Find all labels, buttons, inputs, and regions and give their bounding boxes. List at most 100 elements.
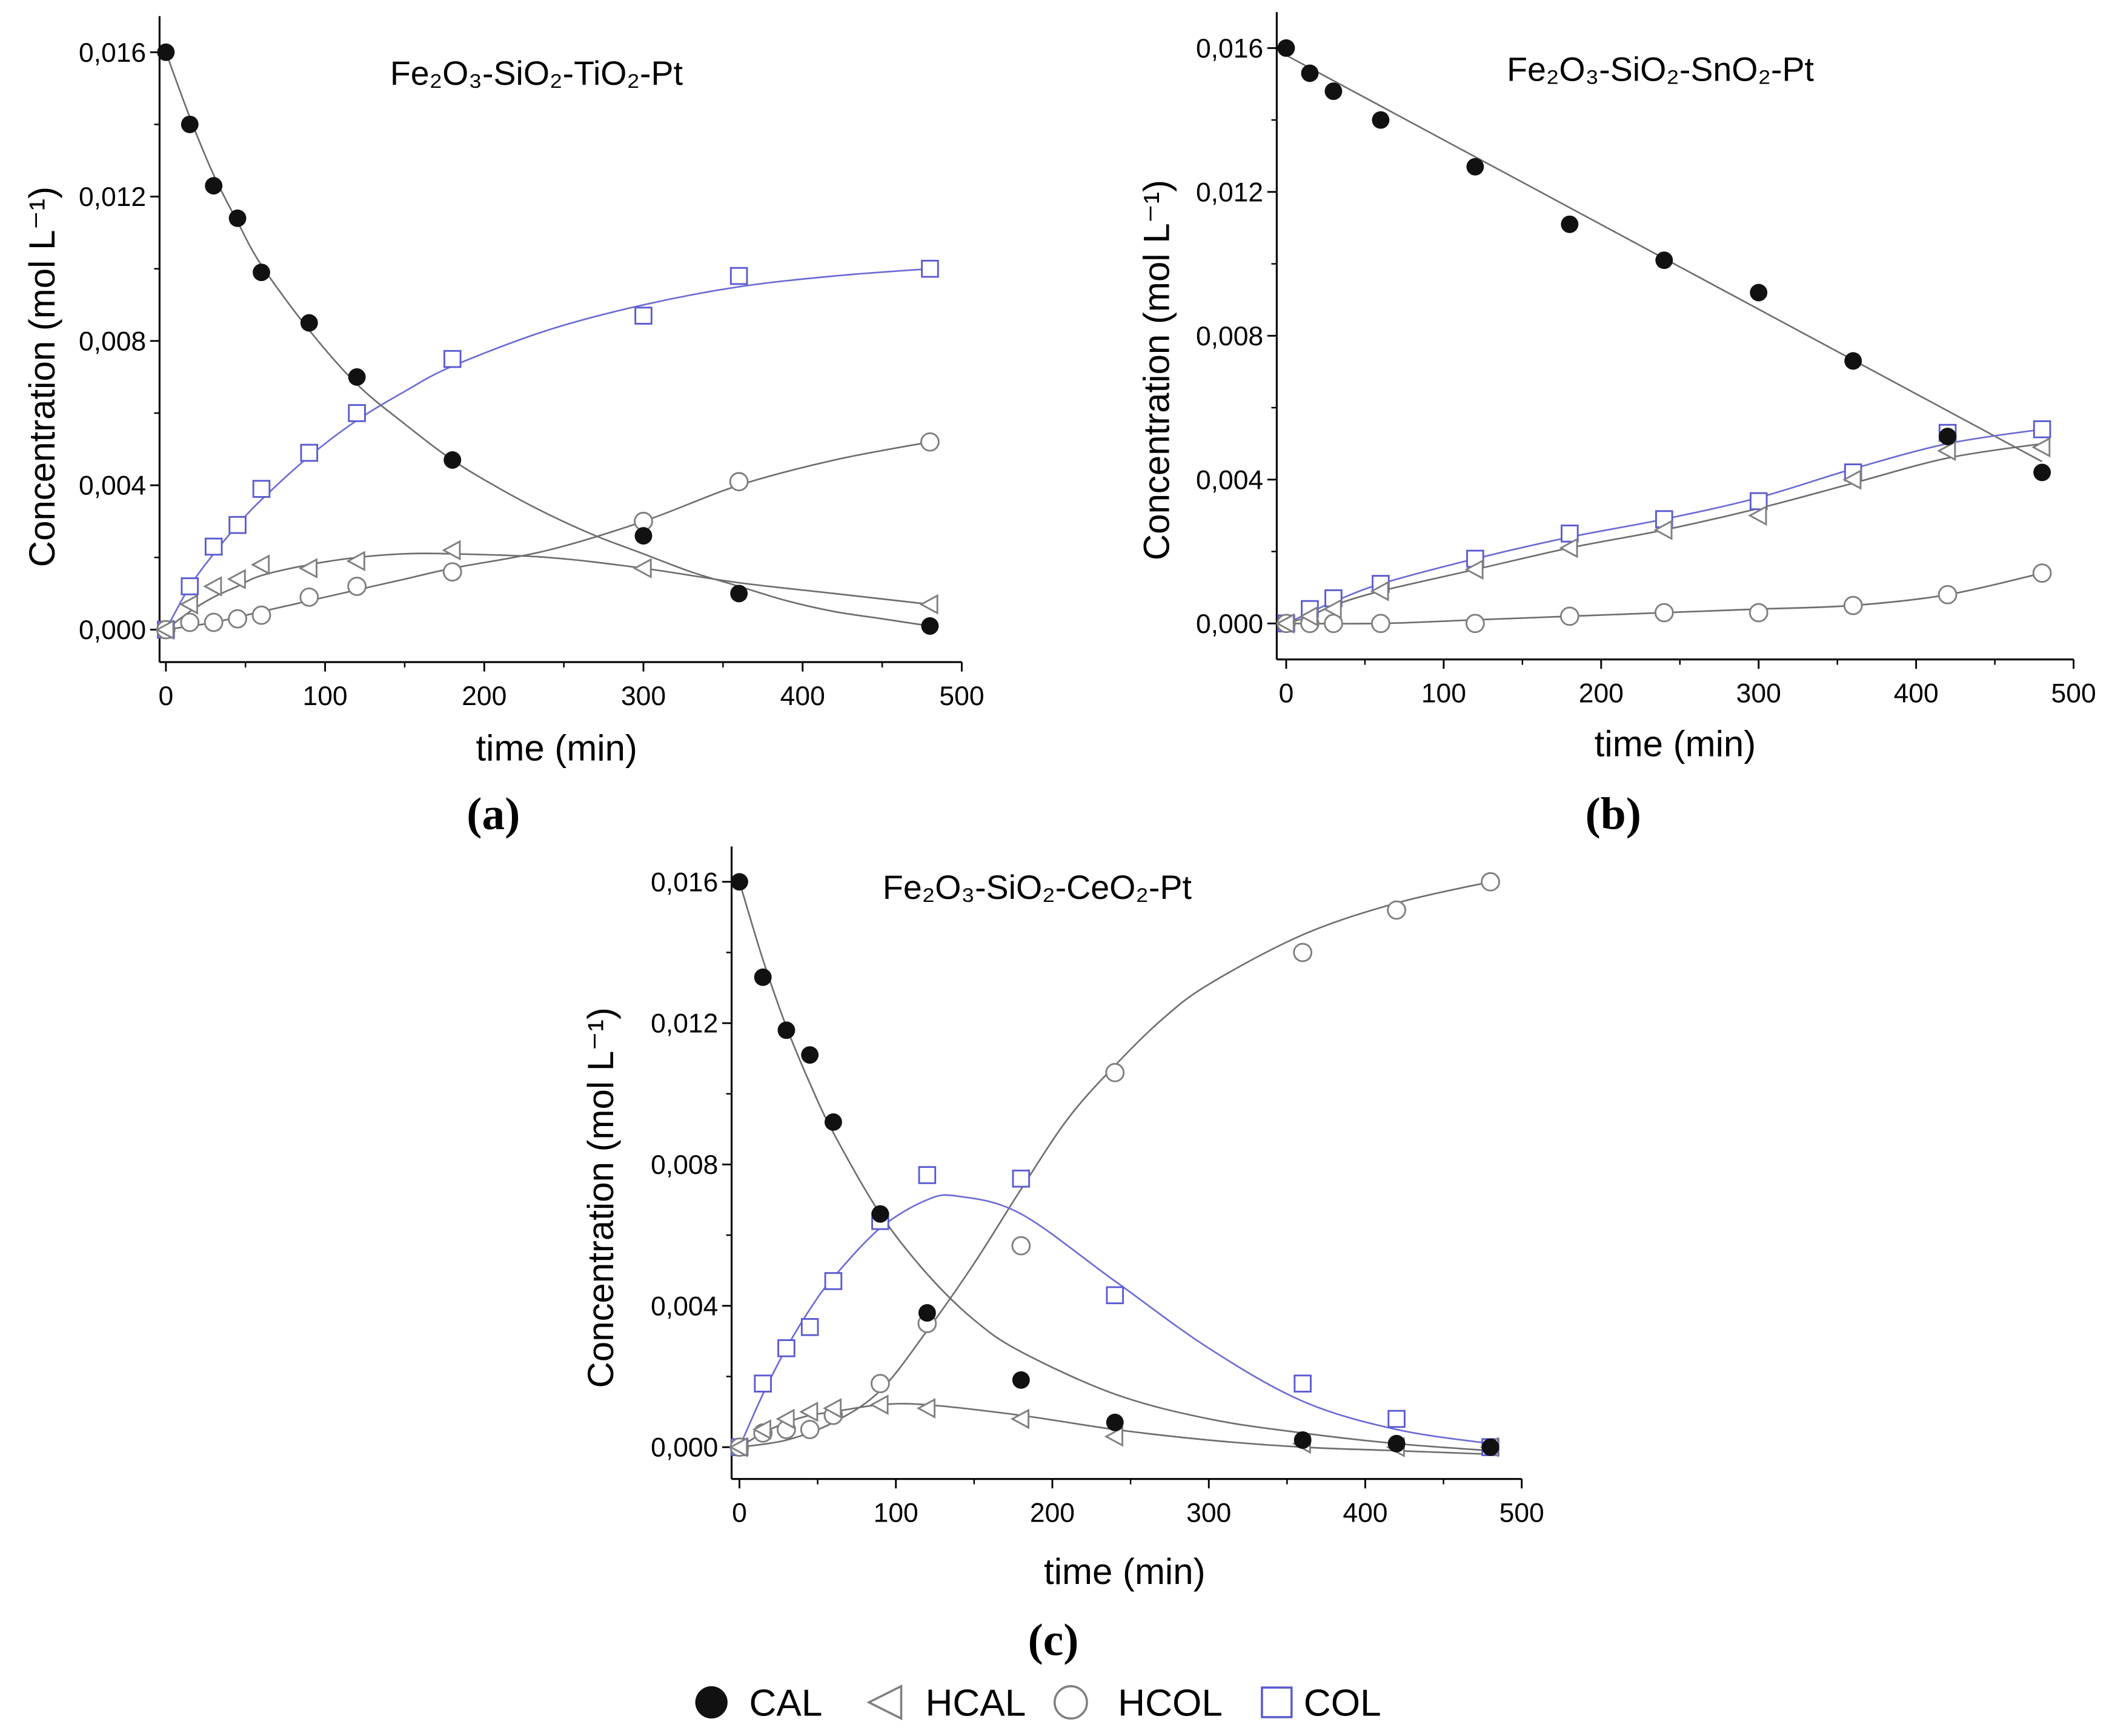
cal-point (157, 43, 175, 61)
hcal-point (179, 594, 198, 615)
hcal-point (1299, 606, 1318, 627)
col-point (228, 515, 247, 534)
col-point (1293, 1374, 1312, 1393)
hcol-point (871, 1374, 890, 1394)
x-tick-label: 500 (939, 681, 984, 711)
cal-point (1293, 1431, 1312, 1449)
hcol-point (228, 609, 247, 629)
col-point (777, 1339, 795, 1357)
hcal-point (1323, 598, 1342, 620)
legend-hcal-marker (866, 1684, 903, 1720)
hcol-point (1748, 603, 1768, 623)
panel-a: 0 100 200 300 400 500 0,000 0,004 0,008 0,012 0,01… (22, 16, 985, 840)
panel-c-x-axis-label: time (min) (1044, 1551, 1206, 1592)
y-tick-label: 0,012 (1196, 177, 1263, 207)
legend-cal-label: CAL (749, 1683, 822, 1724)
y-tick-label: 0,004 (79, 471, 146, 501)
hcol-point (1105, 1062, 1125, 1082)
x-tick-label: 400 (1343, 1499, 1387, 1528)
hcol-point (251, 605, 271, 625)
col-point (918, 1166, 937, 1184)
x-tick-label: 300 (1186, 1499, 1231, 1528)
hcal-point (1559, 537, 1578, 558)
cal-point (777, 1021, 795, 1039)
cal-point (228, 209, 247, 227)
x-tick-label: 200 (1030, 1499, 1075, 1528)
hcal-point (1842, 469, 1862, 490)
hcal-point (227, 569, 246, 589)
cal-point (205, 177, 223, 195)
y-tick-label: 0,004 (651, 1291, 718, 1321)
cal-point (871, 1205, 889, 1223)
hcol-point (2032, 563, 2052, 583)
cal-point (181, 115, 199, 133)
y-tick-label: 0,008 (1196, 322, 1263, 351)
hcal-point (1370, 580, 1389, 601)
cal-point (1387, 1434, 1406, 1453)
hcol-point (1559, 606, 1579, 626)
legend-hcol-marker (1054, 1685, 1088, 1720)
hcal-point (1104, 1426, 1123, 1447)
x-tick-label: 100 (303, 681, 348, 711)
legend-col-marker (1261, 1686, 1293, 1718)
col-point (204, 537, 223, 556)
hcol-point (1938, 585, 1958, 605)
cal-point (634, 527, 653, 545)
x-tick-label: 0 (732, 1499, 747, 1528)
cal-point (1655, 251, 1673, 270)
panel-a-x-axis-label: time (min) (476, 727, 637, 768)
fit-curve-col (739, 1194, 1491, 1448)
cal-point (730, 585, 748, 603)
y-tick-label: 0,000 (79, 615, 146, 645)
y-tick-label: 0,000 (1196, 609, 1263, 639)
col-point (443, 350, 462, 368)
panel-b-x-axis-label: time (min) (1595, 724, 1756, 764)
hcol-point (800, 1420, 820, 1439)
cal-point (1466, 157, 1484, 176)
hcol-point (1465, 614, 1485, 634)
hcal-point (2031, 437, 2051, 458)
col-point (921, 259, 939, 278)
hcal-point (916, 1398, 936, 1419)
hcal-point (1653, 520, 1673, 540)
cal-point (300, 314, 318, 332)
hcol-point (1293, 943, 1313, 962)
cal-point (1939, 428, 1957, 445)
hcal-point (752, 1419, 771, 1440)
cal-point (754, 968, 772, 986)
hcol-point (1654, 603, 1674, 623)
col-point (729, 267, 748, 285)
panel-c-label: (c) (1028, 1615, 1079, 1666)
hcal-point (775, 1408, 795, 1430)
hcol-point (729, 472, 749, 492)
hcol-point (299, 587, 319, 607)
panel-c-plot-area: 0 100 200 300 400 500 0,000 0,004 0,008 0,012 0,01… (651, 846, 1544, 1528)
hcal-point (155, 619, 174, 640)
hcal-point (251, 554, 270, 575)
y-tick-label: 0,012 (79, 182, 146, 212)
cal-point (2033, 463, 2051, 482)
cal-point (1324, 82, 1343, 101)
hcal-point (1464, 559, 1484, 580)
y-tick-label: 0,012 (651, 1009, 718, 1039)
hcal-point (822, 1398, 842, 1419)
panel-c-title: Fe₂O₃-SiO₂-CeO₂-Pt (883, 869, 1192, 906)
col-point (800, 1318, 819, 1336)
panel-b-plot-area: 0 100 200 300 400 500 0,000 0,004 0,008 0,012 0,01… (1196, 12, 2096, 709)
cal-point (1750, 283, 1768, 302)
cal-point (918, 1304, 936, 1322)
x-tick-label: 400 (780, 681, 825, 711)
hcol-point (442, 562, 462, 582)
cal-point (1561, 215, 1579, 233)
x-tick-label: 500 (2051, 679, 2096, 709)
x-tick-label: 0 (1279, 679, 1294, 709)
hcal-point (869, 1394, 889, 1416)
hcal-point (1937, 440, 1956, 462)
col-point (1749, 492, 1768, 511)
panel-b-y-axis-label: Concentration (mol L⁻¹) (1137, 180, 1177, 560)
x-tick-label: 100 (874, 1499, 918, 1528)
panel-b-label: (b) (1586, 789, 1641, 840)
cal-point (1012, 1371, 1030, 1389)
cal-point (824, 1113, 842, 1131)
